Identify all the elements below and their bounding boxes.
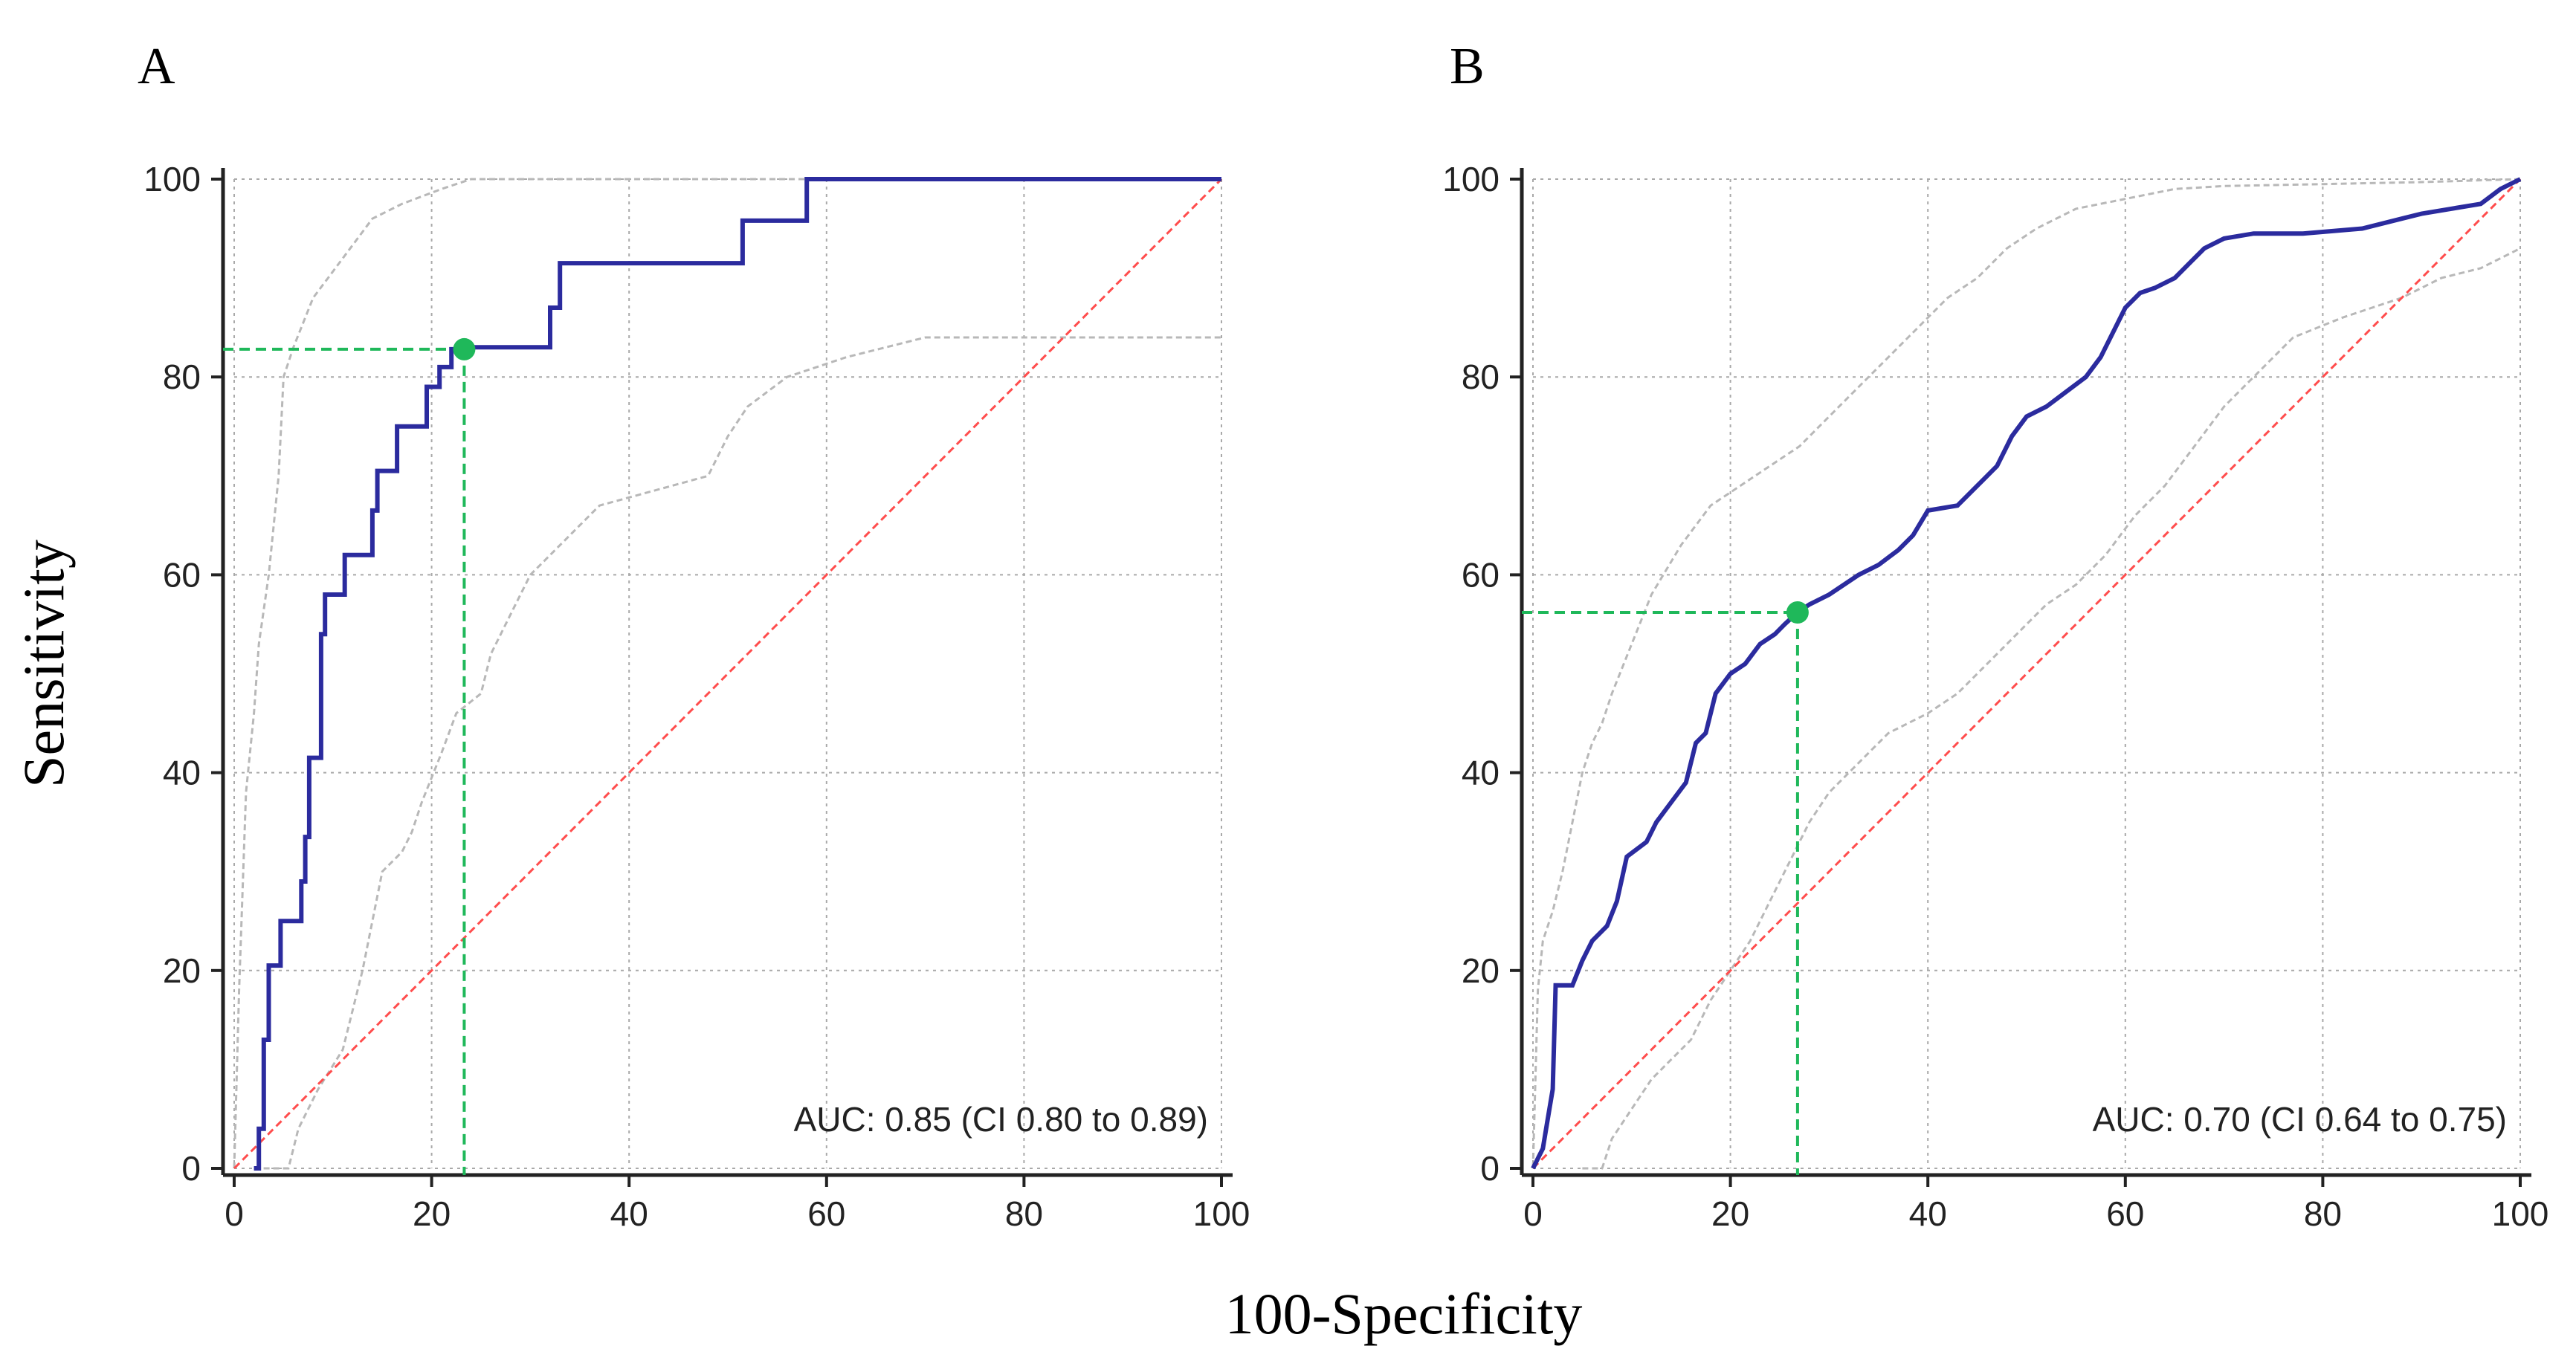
panel-b-letter: B bbox=[1450, 38, 1485, 95]
roc-chart-a: 0 20 40 60 80 100 0 20 40 60 80 100 AUC: 0.85 (CI 0.… bbox=[143, 160, 1250, 1233]
chart-a-y-tick-label: 20 bbox=[163, 951, 201, 990]
chart-a-auc-label: AUC: 0.85 (CI 0.80 to 0.89) bbox=[794, 1100, 1208, 1139]
chart-b-y-tick-label: 40 bbox=[1462, 754, 1500, 792]
chart-b-x-tick-label: 40 bbox=[1909, 1194, 1947, 1233]
chart-a-reference-diagonal bbox=[233, 178, 1223, 1170]
chart-a-x-tick-label: 0 bbox=[225, 1194, 244, 1233]
chart-a-x-tick-label: 20 bbox=[413, 1194, 451, 1233]
chart-b-ci-lower-line bbox=[1582, 247, 2521, 1170]
chart-a-cutoff-point bbox=[453, 337, 476, 360]
chart-b-x-tick-label: 20 bbox=[1711, 1194, 1749, 1233]
chart-a-x-tick-label: 80 bbox=[1005, 1194, 1043, 1233]
chart-a-y-tick-label: 100 bbox=[143, 160, 201, 198]
chart-a-y-tick-label: 0 bbox=[181, 1149, 201, 1188]
chart-a-ci-upper-line bbox=[233, 178, 1221, 1169]
chart-b-x-tick-label: 0 bbox=[1523, 1194, 1543, 1233]
roc-chart-b: 0 20 40 60 80 100 0 20 40 60 80 100 AUC: 0.70 (CI 0.… bbox=[1442, 160, 2548, 1233]
chart-b-y-tick-label: 60 bbox=[1462, 555, 1500, 594]
chart-a-y-tick-label: 40 bbox=[163, 754, 201, 792]
chart-a-x-tick-label: 60 bbox=[807, 1194, 845, 1233]
chart-b-x-tick-label: 60 bbox=[2106, 1194, 2144, 1233]
chart-b-y-tick-label: 20 bbox=[1462, 951, 1500, 990]
chart-a-y-tick-label: 60 bbox=[163, 555, 201, 594]
chart-b-y-tick-label: 0 bbox=[1480, 1149, 1500, 1188]
chart-b-y-tick-label: 100 bbox=[1442, 160, 1500, 198]
chart-b-ci-upper-line bbox=[1531, 178, 2521, 1169]
chart-b-auc-label: AUC: 0.70 (CI 0.64 to 0.75) bbox=[2093, 1100, 2507, 1139]
chart-a-roc-curve bbox=[254, 177, 1221, 1171]
chart-a-x-tick-label: 100 bbox=[1193, 1194, 1250, 1233]
x-axis-title: 100-Specificity bbox=[1225, 1281, 1583, 1346]
chart-a-x-tick-label: 40 bbox=[610, 1194, 648, 1233]
y-axis-title: Sensitivity bbox=[11, 540, 76, 788]
chart-b-cutoff-point bbox=[1786, 601, 1809, 624]
chart-b-roc-curve bbox=[1531, 177, 2522, 1170]
chart-a-ci-lower-line bbox=[254, 336, 1221, 1170]
chart-b-x-tick-label: 80 bbox=[2304, 1194, 2342, 1233]
chart-b-y-tick-label: 80 bbox=[1462, 357, 1500, 396]
panel-a-letter: A bbox=[138, 38, 175, 95]
chart-a-y-tick-label: 80 bbox=[163, 357, 201, 396]
chart-b-reference-diagonal bbox=[1531, 178, 2522, 1170]
chart-b-x-tick-label: 100 bbox=[2492, 1194, 2549, 1233]
